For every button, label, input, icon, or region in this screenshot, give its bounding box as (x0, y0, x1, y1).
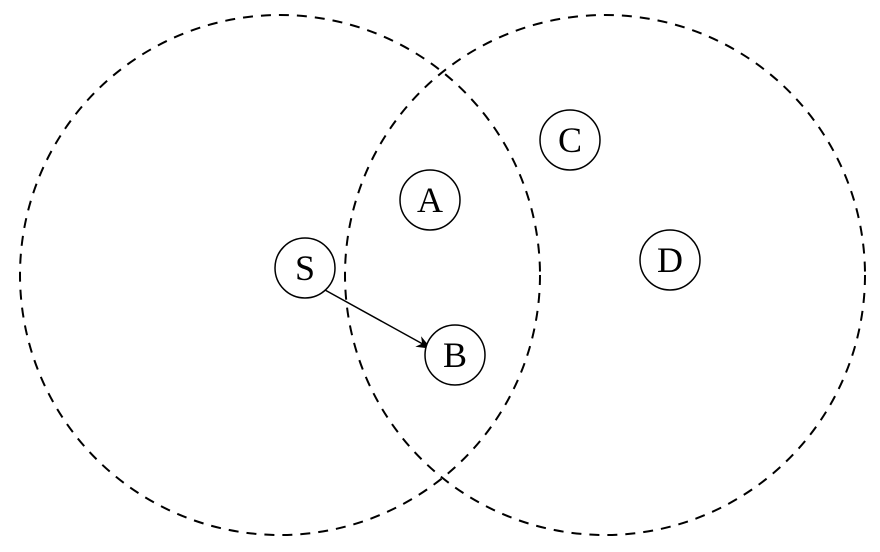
edge-S-B (325, 290, 430, 348)
node-label-B: B (443, 335, 467, 375)
node-C: C (540, 110, 600, 170)
nodes-layer: S A B C D (275, 110, 700, 385)
sets-layer (20, 15, 865, 535)
node-B: B (425, 325, 485, 385)
node-A: A (400, 170, 460, 230)
node-S: S (275, 238, 335, 298)
node-label-C: C (558, 120, 582, 160)
node-label-A: A (417, 180, 443, 220)
node-label-D: D (657, 240, 683, 280)
set-right (345, 15, 865, 535)
node-label-S: S (295, 248, 315, 288)
edges-layer (325, 290, 430, 348)
venn-diagram: S A B C D (0, 0, 880, 552)
node-D: D (640, 230, 700, 290)
